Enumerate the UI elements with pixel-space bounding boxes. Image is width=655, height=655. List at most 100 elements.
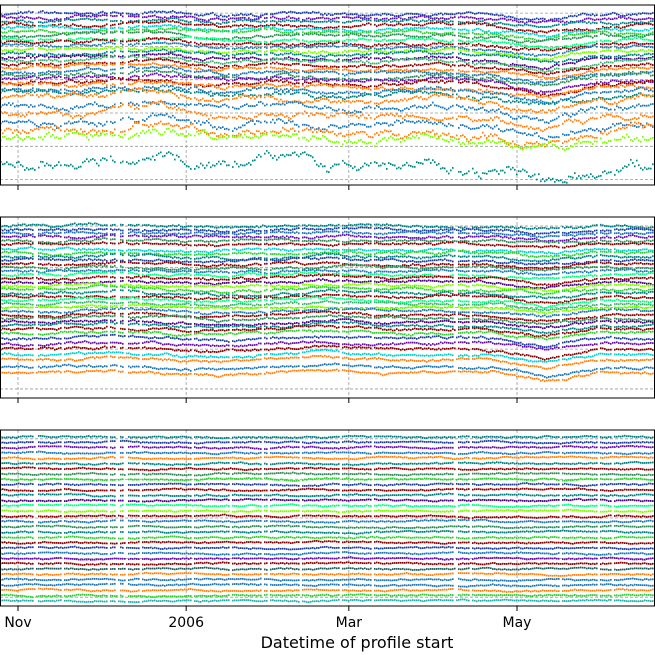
data-point — [128, 21, 130, 24]
data-point — [152, 21, 154, 24]
data-point — [218, 61, 220, 64]
data-point — [620, 27, 622, 30]
data-point — [492, 60, 494, 63]
data-point — [552, 54, 554, 56]
data-point — [52, 59, 54, 62]
data-point — [408, 34, 410, 37]
data-point — [40, 65, 42, 68]
data-point — [368, 19, 370, 22]
data-point — [400, 14, 402, 17]
data-point — [636, 29, 638, 32]
data-point — [170, 17, 172, 20]
data-point — [568, 33, 570, 36]
data-point — [170, 27, 172, 30]
data-point — [626, 63, 628, 66]
data-point — [422, 35, 424, 38]
data-point — [278, 45, 280, 48]
data-point — [520, 47, 522, 50]
data-point — [384, 47, 386, 50]
data-point — [406, 38, 408, 40]
data-point — [542, 72, 544, 75]
data-point — [150, 10, 152, 13]
data-point — [502, 37, 504, 40]
data-point — [52, 23, 54, 26]
data-point — [474, 63, 476, 66]
data-point — [484, 39, 486, 42]
data-point — [280, 31, 282, 34]
data-point — [388, 51, 390, 54]
data-point — [172, 36, 174, 39]
data-point — [292, 53, 294, 56]
data-point — [94, 18, 96, 20]
data-point — [492, 61, 494, 64]
data-point — [426, 31, 428, 34]
data-point — [528, 58, 530, 61]
data-point — [376, 51, 378, 54]
data-point — [464, 32, 466, 35]
data-point — [256, 64, 258, 66]
data-point — [612, 11, 614, 14]
data-point — [614, 60, 616, 62]
data-point — [12, 40, 14, 42]
data-point — [98, 48, 100, 51]
data-point — [42, 44, 44, 47]
data-point — [514, 65, 516, 68]
data-point — [520, 73, 522, 76]
data-point — [198, 67, 200, 70]
data-point — [174, 61, 176, 63]
data-point — [600, 43, 602, 45]
data-point — [426, 44, 428, 47]
data-point — [174, 50, 176, 53]
data-point — [552, 24, 554, 27]
data-point — [482, 63, 484, 66]
data-point — [274, 20, 276, 23]
data-point — [496, 60, 498, 63]
data-point — [338, 40, 340, 43]
data-point — [510, 65, 512, 67]
data-point — [598, 18, 600, 21]
data-point — [54, 11, 56, 13]
data-point — [398, 65, 400, 68]
data-point — [212, 56, 214, 59]
data-point — [418, 58, 420, 61]
data-point — [584, 72, 586, 75]
data-point — [434, 47, 436, 50]
data-point — [74, 62, 76, 65]
data-point — [572, 59, 574, 62]
data-point — [308, 64, 310, 66]
data-point — [322, 28, 324, 31]
data-point — [56, 47, 58, 50]
data-point — [406, 12, 408, 15]
data-point — [288, 52, 290, 55]
data-point — [314, 40, 316, 43]
data-point — [110, 20, 112, 22]
data-point — [380, 28, 382, 31]
data-point — [526, 72, 528, 75]
data-point — [202, 23, 204, 26]
data-point — [2, 44, 4, 46]
data-point — [40, 45, 42, 48]
data-point — [446, 27, 448, 30]
data-point — [482, 29, 484, 32]
data-point — [606, 26, 608, 29]
data-point — [610, 55, 612, 58]
data-point — [268, 43, 270, 46]
data-point — [142, 56, 144, 58]
data-point — [484, 37, 486, 40]
data-point — [82, 31, 84, 34]
data-point — [130, 19, 132, 22]
data-point — [320, 33, 322, 36]
data-point — [646, 12, 648, 15]
data-point — [314, 51, 316, 53]
data-point — [336, 20, 338, 23]
data-point — [148, 58, 150, 61]
data-point — [132, 20, 134, 23]
data-point — [504, 50, 506, 53]
data-point — [158, 31, 160, 33]
data-point — [370, 14, 372, 17]
data-point — [312, 40, 314, 43]
data-point — [588, 31, 590, 33]
data-point — [58, 23, 60, 26]
data-point — [308, 24, 310, 27]
data-point — [154, 58, 156, 61]
